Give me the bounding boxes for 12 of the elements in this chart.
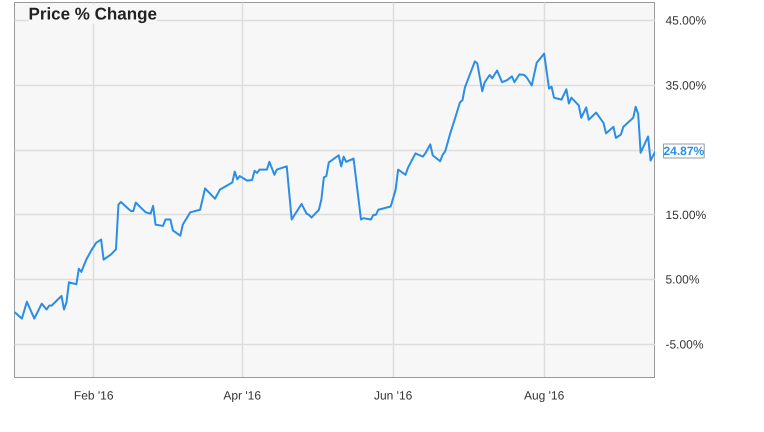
- y-tick-label: -5.00%: [666, 337, 704, 352]
- line-series: [14, 52, 655, 320]
- y-tick-label: 5.00%: [666, 272, 700, 287]
- x-tick-label: Aug '16: [524, 388, 565, 402]
- y-tick-label: 35.00%: [666, 78, 707, 92]
- chart-title: Price % Change: [28, 4, 157, 24]
- annotation: 24.87%: [664, 144, 705, 158]
- x-tick-label: Jun '16: [374, 388, 413, 402]
- x-tick-label: Feb '16: [74, 388, 114, 402]
- y-tick-label: 45.00%: [666, 14, 707, 28]
- y-tick-label: 15.00%: [666, 208, 707, 222]
- x-tick-label: Apr '16: [223, 388, 262, 402]
